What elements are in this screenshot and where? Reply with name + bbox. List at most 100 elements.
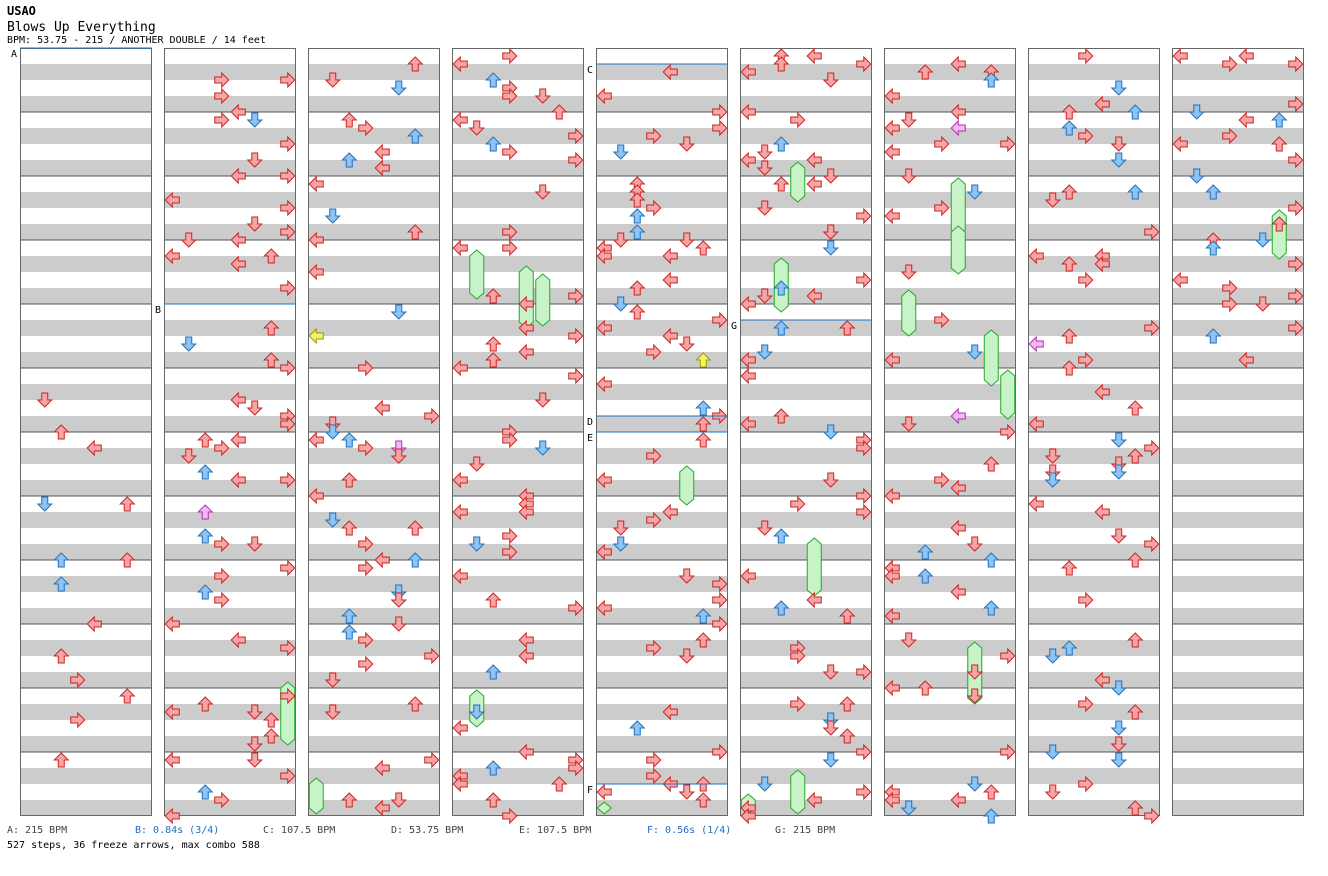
step-arrow-red: [280, 167, 296, 185]
beat-stripe: [1028, 672, 1160, 688]
step-arrow-red: [1127, 704, 1144, 720]
step-arrow-red: [214, 439, 230, 457]
step-arrow-red: [740, 63, 756, 81]
beat-stripe: [452, 352, 584, 368]
step-arrow-red: [502, 431, 518, 449]
step-arrow-red: [966, 536, 983, 552]
step-arrow-red: [568, 287, 584, 305]
step-arrow-red: [822, 472, 839, 488]
step-arrow-red: [917, 680, 934, 696]
step-arrow-red: [934, 135, 950, 153]
step-arrow-red: [712, 743, 728, 761]
step-arrow-blue: [53, 552, 70, 568]
beat-stripe: [884, 224, 1016, 240]
beat-stripe: [884, 288, 1016, 304]
beat-stripe: [596, 800, 728, 816]
step-arrow-blue: [390, 304, 407, 320]
step-arrow-blue: [407, 552, 424, 568]
step-arrow-red: [806, 791, 822, 809]
beat-stripe: [596, 640, 728, 656]
beat-stripe: [308, 192, 440, 208]
step-arrow-red: [806, 175, 822, 193]
step-arrow-red: [856, 271, 872, 289]
beat-stripe: [740, 736, 872, 752]
beat-stripe: [164, 576, 296, 592]
chart-stats: 527 steps, 36 freeze arrows, max combo 5…: [7, 840, 260, 851]
beat-stripe: [740, 320, 872, 336]
step-arrow-red: [596, 247, 612, 265]
step-arrow-red: [646, 639, 662, 657]
step-arrow-red: [773, 408, 790, 424]
beat-stripe: [164, 448, 296, 464]
step-arrow-blue: [612, 536, 629, 552]
step-arrow-red: [596, 87, 612, 105]
step-arrow-red: [695, 792, 712, 808]
step-arrow-red: [308, 263, 324, 281]
step-arrow-red: [900, 264, 917, 280]
step-arrow-blue: [390, 80, 407, 96]
beat-stripe: [1028, 320, 1160, 336]
step-arrow-red: [230, 471, 246, 489]
step-arrow-blue: [468, 704, 485, 720]
beat-stripe: [452, 288, 584, 304]
step-arrow-red: [568, 599, 584, 617]
step-arrow-red: [568, 127, 584, 145]
beat-stripe: [20, 160, 152, 176]
beat-stripe: [1172, 800, 1304, 816]
beat-stripe: [452, 256, 584, 272]
step-arrow-red: [712, 575, 728, 593]
beat-stripe: [452, 640, 584, 656]
beat-stripe: [1028, 160, 1160, 176]
step-arrow-red: [374, 759, 390, 777]
step-arrow-red: [646, 343, 662, 361]
beat-stripe: [884, 576, 1016, 592]
beat-stripe: [164, 320, 296, 336]
step-arrow-blue: [324, 424, 341, 440]
step-arrow-red: [900, 112, 917, 128]
beat-stripe: [884, 256, 1016, 272]
beat-stripe: [164, 736, 296, 752]
step-arrow-red: [884, 351, 900, 369]
beat-stripe: [740, 256, 872, 272]
column-border: [884, 48, 1016, 816]
step-arrow-blue: [407, 128, 424, 144]
beat-stripe: [1172, 576, 1304, 592]
step-arrow-red: [756, 288, 773, 304]
beat-stripe: [596, 704, 728, 720]
beat-stripe: [452, 544, 584, 560]
step-arrow-red: [214, 567, 230, 585]
step-arrow-red: [1288, 287, 1304, 305]
beat-stripe: [452, 160, 584, 176]
beat-stripe: [740, 576, 872, 592]
step-arrow-red: [822, 664, 839, 680]
step-arrow-red: [358, 359, 374, 377]
step-arrow-red: [502, 143, 518, 161]
step-arrow-red: [1144, 223, 1160, 241]
beat-stripe: [164, 64, 296, 80]
step-arrow-red: [950, 583, 966, 601]
beat-stripe: [884, 704, 1016, 720]
legend-b: B: 0.84s (3/4): [135, 825, 220, 836]
step-arrow-red: [1144, 439, 1160, 457]
step-arrow-red: [358, 559, 374, 577]
step-arrow-red: [358, 119, 374, 137]
step-arrow-red: [452, 567, 468, 585]
step-arrow-red: [756, 200, 773, 216]
step-arrow-red: [740, 103, 756, 121]
freeze-arrow: [950, 177, 966, 237]
beat-stripe: [20, 224, 152, 240]
step-arrow-red: [1000, 647, 1016, 665]
beat-stripe: [452, 384, 584, 400]
beat-stripe: [1028, 288, 1160, 304]
step-arrow-red: [280, 559, 296, 577]
step-arrow-red: [358, 535, 374, 553]
step-arrow-red: [246, 752, 263, 768]
beat-stripe: [1172, 768, 1304, 784]
step-arrow-red: [485, 792, 502, 808]
step-arrow-red: [1288, 151, 1304, 169]
step-arrow-red: [917, 64, 934, 80]
beat-stripe: [452, 480, 584, 496]
beat-stripe: [740, 608, 872, 624]
step-arrow-red: [324, 704, 341, 720]
step-arrow-red: [407, 696, 424, 712]
